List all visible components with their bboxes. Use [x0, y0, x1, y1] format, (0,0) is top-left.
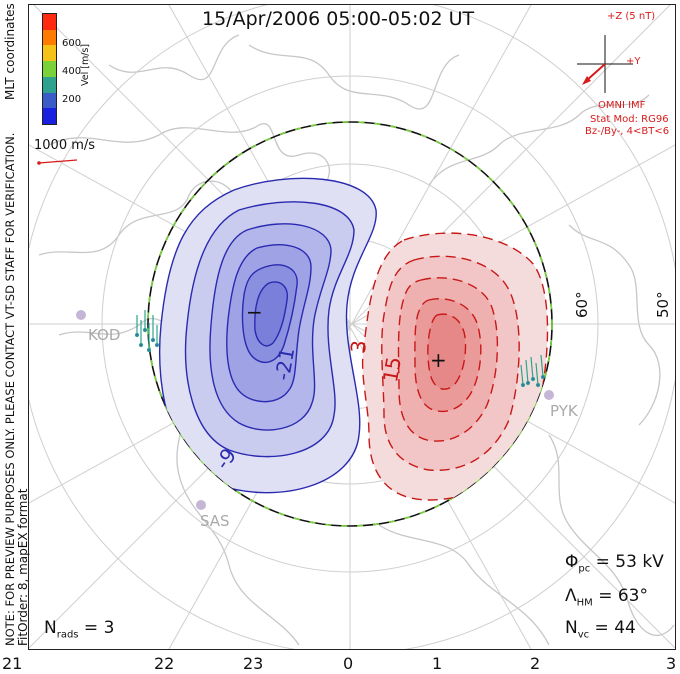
vectors-right [520, 354, 546, 388]
nrads-subscript: rads [56, 629, 79, 641]
plot-title: 15/Apr/2006 05:00-05:02 UT [202, 8, 475, 30]
contour-label-15: 15 [378, 354, 407, 385]
imf-condition: Bz-/By-, 4<BT<6 [585, 126, 670, 137]
imf-model: Stat Mod: RG96 [590, 114, 669, 125]
nrads-symbol: N [44, 618, 57, 638]
colorbar-seg [43, 14, 56, 30]
negative-cell [158, 177, 377, 494]
nvc-symbol: N [565, 618, 578, 638]
station-sas: SAS [200, 512, 230, 530]
colorbar-seg [43, 45, 56, 62]
mlt-tick-22: 22 [154, 654, 175, 673]
lat-label-60: 60° [573, 291, 591, 318]
max-potential-marker: + [430, 348, 447, 372]
mlt-tick-21: 21 [2, 654, 23, 673]
lambda-symbol: Λ [565, 586, 577, 606]
mlt-tick-1: 1 [432, 654, 443, 673]
imf-clock [577, 35, 633, 93]
nvc-readout: Nvc = 44 [565, 618, 636, 640]
polar-map [29, 5, 675, 649]
colorbar-seg [43, 92, 56, 109]
colorbar-seg [43, 108, 56, 125]
station-markers [76, 310, 554, 510]
lat-label-50: 50° [654, 291, 672, 318]
imf-y-label: +Y [626, 56, 641, 67]
imf-source: OMNI IMF [598, 100, 646, 111]
nvc-subscript: vc [577, 629, 590, 641]
scale-label: 1000 m/s [34, 138, 96, 153]
min-potential-marker: − [246, 300, 263, 324]
hm-boundary [147, 121, 553, 527]
vectors-left [134, 310, 160, 353]
contour-label-3: 3 [346, 339, 372, 355]
mlt-tick-23: 23 [243, 654, 264, 673]
colorbar-tick-400: 400 [62, 66, 82, 77]
phi-subscript: pc [578, 563, 591, 575]
phi-value: = 53 kV [590, 552, 664, 572]
phi-symbol: Φ [565, 552, 579, 572]
lambda-subscript: HM [576, 597, 593, 609]
mlt-tick-0: 0 [343, 654, 354, 673]
station-pyk: PYK [550, 402, 578, 420]
colorbar-tick-200: 200 [62, 94, 82, 105]
nrads-value: = 3 [78, 618, 115, 638]
lambda-value: = 63° [592, 586, 648, 606]
lambda-hm-readout: ΛHM = 63° [565, 586, 648, 608]
mlt-tick-3: 3 [666, 654, 677, 673]
mlt-tick-2: 2 [530, 654, 541, 673]
phi-pc-readout: Φpc = 53 kV [565, 552, 664, 574]
nvc-value: = 44 [589, 618, 636, 638]
colorbar-label: Vel [m/s] [80, 43, 91, 86]
preview-note: NOTE: FOR PREVIEW PURPOSES ONLY. PLEASE … [3, 132, 17, 646]
positive-cell [361, 232, 549, 501]
colorbar-tick-600: 600 [62, 38, 82, 49]
imf-z-label: +Z (5 nT) [607, 11, 656, 22]
fit-note: FitOrder: 8, mapEX format [16, 488, 30, 646]
colorbar-seg [43, 29, 56, 46]
colorbar-seg [43, 61, 56, 77]
mlt-note: MLT coordinates [3, 3, 17, 100]
station-kod: KOD [88, 326, 121, 344]
colorbar [42, 13, 57, 125]
nrads-readout: Nrads = 3 [44, 618, 114, 640]
map-frame [28, 4, 676, 650]
scale-vector [37, 159, 78, 165]
colorbar-seg [43, 76, 56, 93]
